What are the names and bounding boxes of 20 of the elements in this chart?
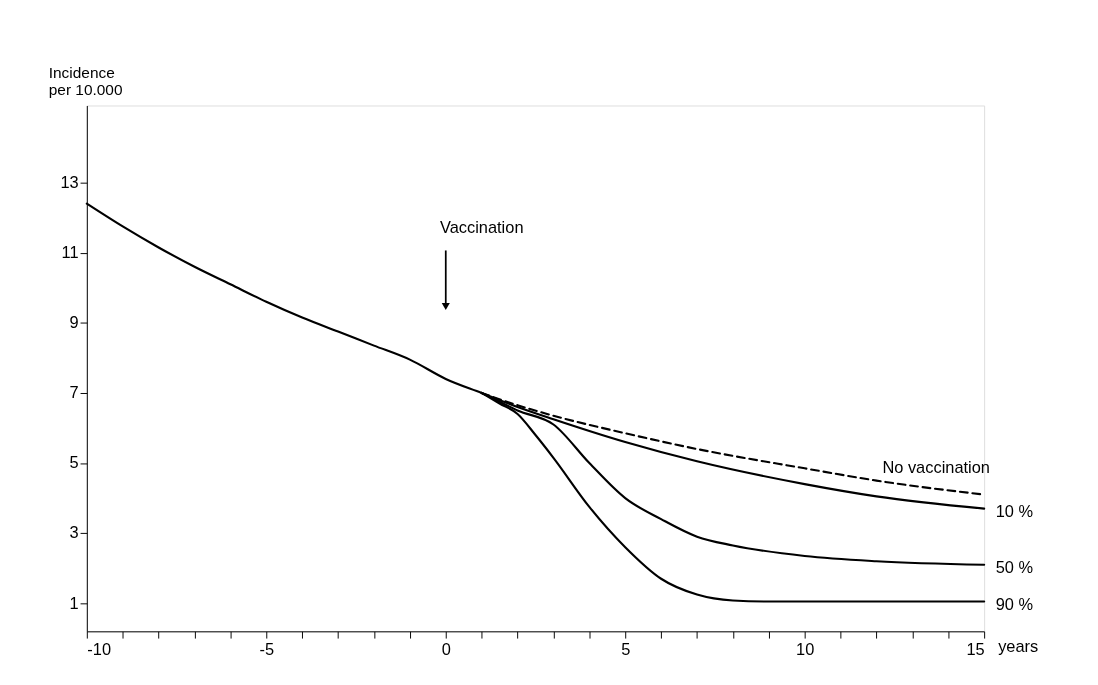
y-axis-title: Incidence per 10.000 [48,63,123,99]
series-label: 50 % [995,558,1034,577]
y-tick-label: 5 [69,453,79,472]
y-tick-label: 1 [69,593,79,612]
y-tick-label: 13 [60,172,79,191]
x-tick-label: 5 [621,639,631,658]
y-tick-label: 9 [69,313,79,332]
x-tick-label: 15 [966,639,985,658]
x-tick-label: -10 [87,639,112,658]
series-label: No vaccination [882,458,990,477]
annotation: Vaccination [439,218,524,237]
x-tick-label: 10 [796,639,815,658]
x-tick-label: -5 [259,639,275,658]
x-axis-title: years [998,637,1039,656]
series-label: 90 % [995,595,1034,614]
y-tick-label: 7 [69,383,79,402]
series-label: 10 % [995,502,1034,521]
y-tick-label: 11 [61,243,79,262]
x-tick-label: 0 [441,639,451,658]
y-tick-label: 3 [69,523,79,542]
